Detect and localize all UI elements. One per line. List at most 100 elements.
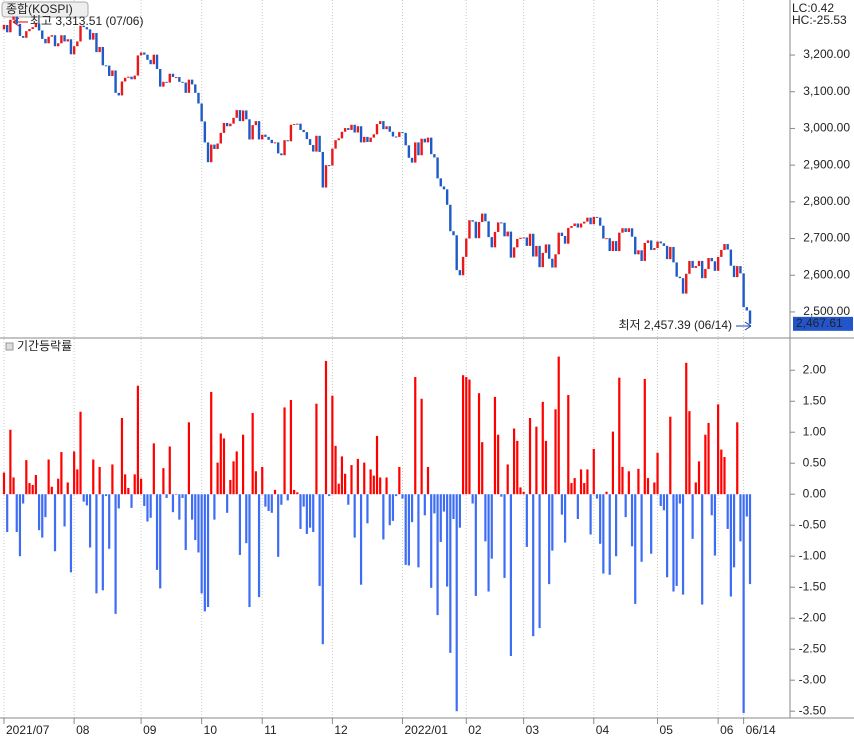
candle [261, 134, 264, 140]
bar [101, 494, 104, 591]
bar [640, 494, 643, 562]
bar [500, 494, 503, 497]
bar [481, 442, 484, 495]
bar [66, 482, 69, 495]
bar [350, 465, 353, 495]
candle [697, 260, 701, 267]
bar [611, 431, 615, 495]
candle [248, 119, 251, 140]
candle [512, 247, 516, 258]
candle [525, 237, 529, 246]
bar [315, 403, 318, 495]
candle [573, 223, 576, 227]
x-tick-label: 10 [204, 723, 218, 737]
candle [88, 29, 92, 40]
candle [213, 144, 216, 149]
candle [72, 46, 76, 55]
candle [165, 81, 168, 83]
x-tick-label: 12 [334, 723, 348, 737]
candle [672, 246, 675, 263]
bar [238, 494, 242, 555]
candle [700, 260, 704, 279]
bar [159, 494, 162, 589]
candle [363, 136, 366, 143]
candle [433, 154, 436, 158]
bar [337, 483, 340, 495]
candle [426, 137, 430, 143]
candle [146, 54, 149, 60]
candle [685, 273, 688, 294]
candle [127, 76, 130, 78]
x-tick-label: 02 [468, 723, 482, 737]
bar [283, 407, 286, 495]
x-tick-label: 06 [720, 723, 734, 737]
candle [174, 77, 178, 79]
candle [286, 140, 289, 142]
candle [516, 238, 519, 248]
candle [5, 24, 9, 33]
candle [257, 121, 261, 140]
candle [12, 16, 15, 20]
bar [133, 474, 136, 495]
bar [321, 494, 324, 645]
bar [615, 494, 618, 557]
candle [468, 220, 471, 239]
candle [474, 221, 478, 239]
candle [506, 231, 509, 237]
candle [44, 38, 47, 44]
bar [302, 494, 305, 507]
candle [554, 254, 557, 268]
bar [117, 494, 120, 509]
candle [139, 52, 143, 56]
candle [589, 217, 592, 225]
candle [640, 250, 643, 261]
candle [391, 131, 395, 137]
bar [401, 494, 404, 499]
candle [296, 123, 299, 125]
bar [318, 494, 321, 586]
x-tick-label: 2021/07 [6, 723, 50, 737]
candle [624, 228, 627, 232]
low-annotation: 최저 2,457.39 (06/14) [619, 318, 732, 332]
bar [710, 494, 713, 516]
bar [184, 494, 187, 551]
candle [375, 124, 379, 135]
bar [602, 494, 605, 574]
bar [95, 494, 98, 594]
bar [484, 494, 487, 542]
candle [551, 258, 554, 268]
candle [688, 260, 691, 274]
bar [219, 433, 222, 495]
bar [37, 494, 41, 531]
bar [697, 461, 701, 495]
candle [82, 25, 85, 28]
candle [331, 148, 334, 166]
bar [449, 494, 452, 653]
candle [560, 232, 564, 236]
bar [748, 494, 752, 585]
high-annotation: 최고 3,313.51 (07/06) [30, 14, 143, 28]
candle [318, 135, 321, 152]
candle [18, 23, 22, 36]
bar [576, 494, 579, 520]
candle [251, 125, 254, 140]
title-icon [5, 342, 14, 351]
bar [739, 494, 742, 542]
bar [595, 494, 599, 499]
bar [379, 477, 382, 495]
bar [222, 438, 226, 495]
bar [666, 494, 669, 578]
candle [210, 144, 213, 163]
bar [436, 494, 439, 616]
candle [37, 23, 41, 31]
candle [659, 241, 662, 244]
x-tick-label: 11 [264, 723, 277, 737]
candle [187, 79, 191, 93]
bar [108, 494, 111, 549]
candle [481, 213, 484, 223]
bar [423, 494, 426, 516]
candle [232, 117, 235, 124]
candle [410, 157, 414, 163]
bar [497, 434, 500, 495]
